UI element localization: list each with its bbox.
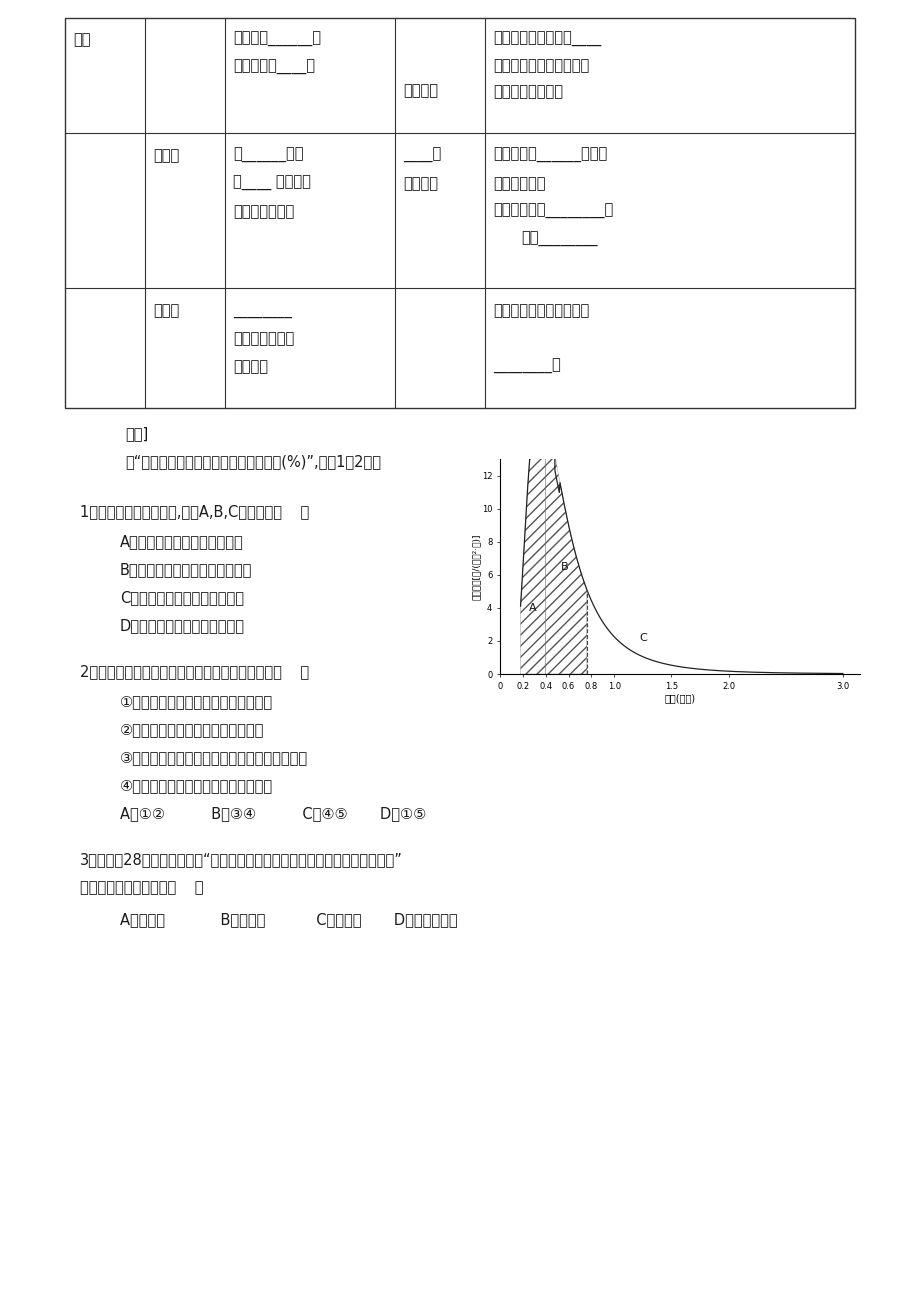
Text: 练习]: 练习] [125,426,148,441]
Text: 温度相对较____。: 温度相对较____。 [233,60,314,76]
Text: A: A [528,603,536,613]
Text: ④太阳活动与大气降水变化的周期相同: ④太阳活动与大气降水变化的周期相同 [119,779,273,793]
Text: C: C [639,633,646,643]
Text: 高速旋转______，: 高速旋转______， [233,33,321,47]
Text: 电离层：影响________；: 电离层：影响________； [493,204,613,219]
Text: D．可见光区、紫外区、红外区: D．可见光区、紫外区、红外区 [119,618,244,633]
Text: 大体上以: 大体上以 [403,83,437,98]
Text: ③太阳辐射强度是影响气温高低变化的根本因素: ③太阳辐射强度是影响气温高低变化的根本因素 [119,750,308,766]
Text: B．紫外区、可见光区、红外光区: B．紫外区、可见光区、红外光区 [119,562,252,577]
Y-axis label: 辐射能力[焦/(厘米²·分)]: 辐射能力[焦/(厘米²·分)] [471,534,480,600]
Text: ②太阳对地球的影响具有利弊两面性: ②太阳对地球的影响具有利弊两面性 [119,723,264,737]
Text: 高层大气：高纬地区产生: 高层大气：高纬地区产生 [493,303,588,318]
Text: 气候变化：太阳活动____: 气候变化：太阳活动____ [493,33,601,47]
Text: 为周期。: 为周期。 [403,176,437,191]
Text: ①太阳影响地球的主要途径是太阳活动: ①太阳影响地球的主要途径是太阳活动 [119,694,273,710]
Text: 读“太阳辐射中各种波长的光所占的比例(%)”,回答1～2题。: 读“太阳辐射中各种波长的光所占的比例(%)”,回答1～2题。 [125,454,380,469]
Text: 脱离太阳飞向宇: 脱离太阳飞向宇 [233,331,294,346]
Text: 年，地球上激烈天气出现: 年，地球上激烈天气出现 [493,59,588,73]
Text: ________。: ________。 [493,359,561,374]
Text: 3．公元前28年，曾有记载：“三月己未，日出黄，有黑气大如錢，居日中央。”: 3．公元前28年，曾有记载：“三月己未，日出黄，有黑气大如錢，居日中央。” [80,852,403,867]
Text: 式放出辐射能。: 式放出辐射能。 [233,204,294,219]
Text: 磁场：产生______现象。: 磁场：产生______现象。 [493,148,607,163]
Text: 干扰________: 干扰________ [520,232,596,247]
Text: B: B [561,561,568,572]
X-axis label: 波长(微米): 波长(微米) [664,694,695,703]
Text: A．红外区、紫外区、可见光区: A．红外区、紫外区、可见光区 [119,534,244,549]
Bar [65,18,854,408]
Text: 的几率明显增加。: 的几率明显增加。 [493,85,562,99]
Text: A．①②          B．③④          C．④⑤       D．①⑤: A．①② B．③④ C．④⑤ D．①⑤ [119,806,425,822]
Text: 色球层: 色球层 [153,148,179,163]
Text: 宙空间。: 宙空间。 [233,359,267,374]
Text: ________: ________ [233,303,291,318]
Text: 1．太阳辐射分为三部分,其中A,B,C分别代表（    ）: 1．太阳辐射分为三部分,其中A,B,C分别代表（ ） [80,504,309,519]
Text: C．红外区、可见光区、紫外区: C．红外区、可见光区、紫外区 [119,590,244,605]
Text: A．光球层            B．色球层           C．日冉层       D．大气层之外: A．光球层 B．色球层 C．日冉层 D．大气层之外 [119,911,457,927]
Text: 日冉层: 日冉层 [153,303,179,318]
Text: 这种现象发生在太阳的（    ）: 这种现象发生在太阳的（ ） [80,880,203,894]
Text: 黑子: 黑子 [73,33,90,47]
Text: 和____ 嚙发等形: 和____ 嚙发等形 [233,176,311,191]
Text: ____年: ____年 [403,148,441,163]
Text: 使磁针颜动。: 使磁针颜动。 [493,176,545,191]
Text: 以______爆发: 以______爆发 [233,148,303,163]
Text: 2．下列有关太阳对地球的影响的叙述，正确的是（    ）: 2．下列有关太阳对地球的影响的叙述，正确的是（ ） [80,664,309,680]
